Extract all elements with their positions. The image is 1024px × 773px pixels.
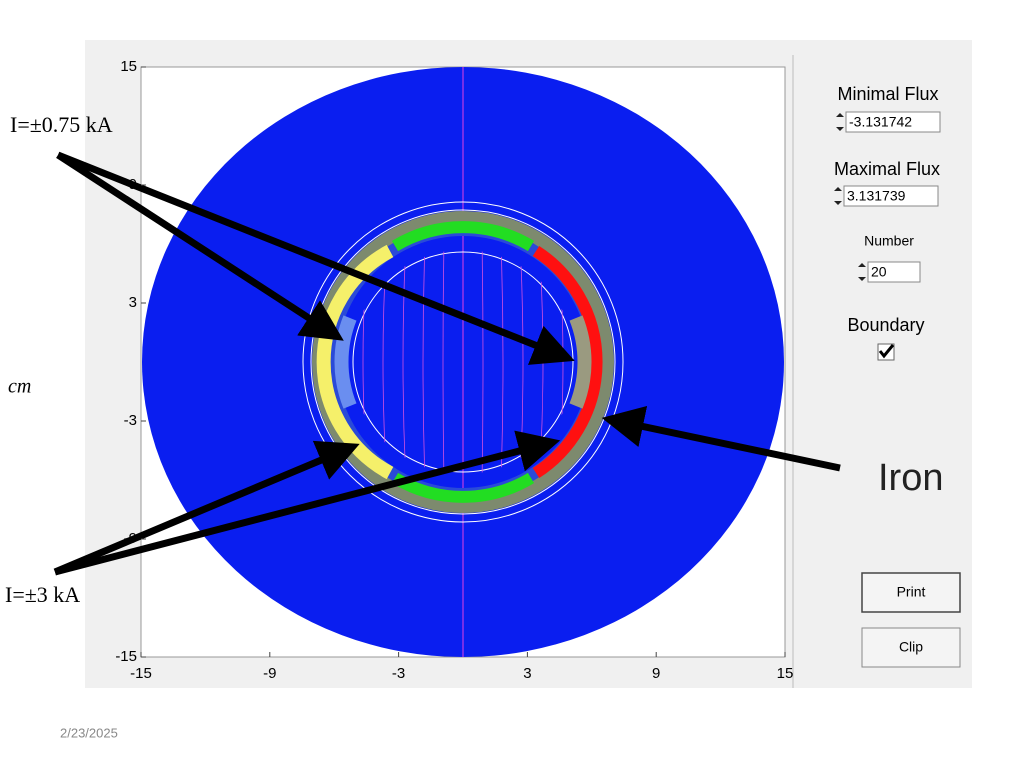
input[interactable] xyxy=(845,111,941,133)
arrow xyxy=(53,440,360,576)
y-tick-label: 9 xyxy=(129,176,137,193)
x-tick-label: 3 xyxy=(523,665,531,682)
flux-line xyxy=(481,250,484,474)
input-value: -3.131742 xyxy=(849,114,912,130)
annotation: Iron xyxy=(878,457,943,499)
y-tick-label: -15 xyxy=(115,648,137,665)
arrow xyxy=(56,152,344,341)
x-tick-label: -15 xyxy=(130,665,152,682)
button-label: Clip xyxy=(899,639,923,655)
arrow xyxy=(56,151,575,365)
arrows xyxy=(53,151,841,576)
annotation: I=±0.75 kA xyxy=(10,112,113,137)
coil-green xyxy=(391,221,535,252)
x-tick-label: 15 xyxy=(777,665,794,682)
button-label: Print xyxy=(897,584,926,600)
spinner[interactable] xyxy=(834,187,842,205)
coil-inner xyxy=(334,315,357,409)
x-tick-label: -3 xyxy=(392,665,405,682)
x-tick-label: 9 xyxy=(652,665,660,682)
flux-line xyxy=(422,250,426,474)
checkmark xyxy=(878,344,895,359)
boundary xyxy=(302,201,624,523)
arrow xyxy=(54,430,561,576)
date: 2/23/2025 xyxy=(60,725,118,740)
axis-unit: cm xyxy=(8,376,31,398)
flux-line xyxy=(402,250,407,474)
y-tick-label: 15 xyxy=(120,58,137,75)
x-tick-label: -9 xyxy=(263,665,276,682)
spinner[interactable] xyxy=(858,263,866,281)
input[interactable] xyxy=(867,261,921,283)
input[interactable] xyxy=(843,185,939,207)
y-tick-label: 3 xyxy=(129,294,137,311)
button[interactable] xyxy=(861,572,961,613)
axes: -15 -9 -3 3 9 15 -15 -9 -3 3 9 15 xyxy=(115,58,793,682)
flux-line xyxy=(442,250,445,474)
y-tick-label: -3 xyxy=(124,412,137,429)
spinner[interactable] xyxy=(836,113,844,131)
input-value: 20 xyxy=(871,264,887,280)
coil-red xyxy=(532,245,603,479)
control-label: Minimal Flux xyxy=(837,84,938,104)
button[interactable] xyxy=(861,627,961,668)
arrow xyxy=(601,405,841,472)
control-label: Number xyxy=(864,233,914,249)
input-value: 3.131739 xyxy=(847,188,906,204)
y-tick-label: -9 xyxy=(124,530,137,547)
annotation: I=±3 kA xyxy=(5,582,80,607)
control-label: Maximal Flux xyxy=(834,159,940,179)
boundary xyxy=(310,209,616,515)
control-label: Boundary xyxy=(847,315,924,335)
coil-green xyxy=(391,472,535,503)
coil-inner xyxy=(569,315,592,409)
